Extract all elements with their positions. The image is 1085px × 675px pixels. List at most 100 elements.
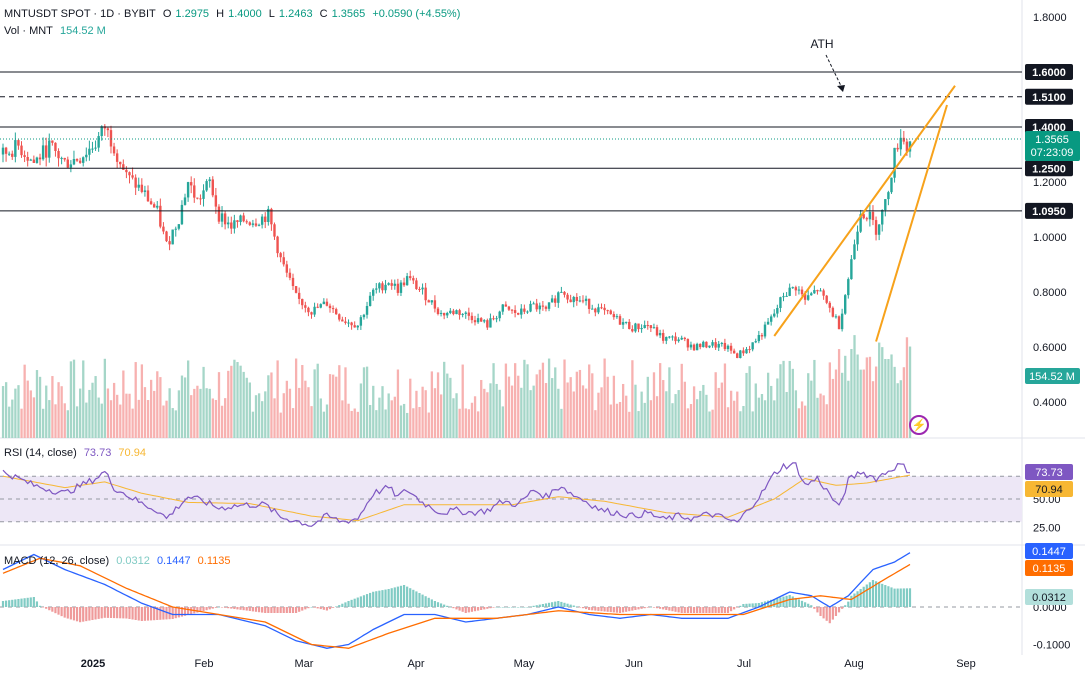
candle-body — [535, 303, 538, 310]
volume-bar — [239, 365, 242, 438]
macd-histogram-bar — [893, 588, 896, 607]
candle-body — [498, 311, 501, 319]
volume-bar — [313, 369, 316, 438]
macd-histogram-bar — [217, 607, 221, 608]
candle-body — [97, 136, 100, 148]
candle-body — [711, 342, 714, 346]
volume-bar — [162, 405, 165, 438]
macd-histogram-bar — [26, 597, 29, 607]
candle-body — [618, 316, 622, 325]
candle-body — [634, 323, 637, 332]
macd-histogram-bar — [887, 586, 890, 607]
candle-body — [692, 344, 696, 351]
macd-histogram-bar — [153, 607, 156, 621]
macd-hist-badge — [1025, 589, 1073, 605]
volume-bar — [606, 376, 609, 438]
candle-body — [893, 147, 896, 178]
volume-bar — [841, 372, 844, 438]
macd-histogram-bar — [483, 607, 486, 610]
candle-body — [217, 206, 221, 222]
macd-histogram-bar — [696, 607, 699, 613]
volume-bar — [603, 358, 606, 438]
macd-histogram-bar — [452, 607, 455, 609]
macd-histogram-bar — [584, 607, 588, 610]
volume-bar — [146, 400, 150, 438]
volume-bar — [557, 388, 560, 438]
macd-histogram-bar — [205, 607, 208, 611]
volume-bar — [899, 380, 902, 438]
candle-body — [78, 160, 82, 163]
volume-bar — [1, 386, 5, 438]
macd-histogram-bar — [409, 588, 412, 607]
open-value: 1.2975 — [175, 8, 210, 20]
candle-body — [513, 310, 517, 313]
volume-bar — [748, 366, 751, 438]
volume-bar — [640, 391, 643, 438]
macd-histogram-bar — [461, 607, 464, 612]
volume-bar — [807, 373, 810, 438]
macd-histogram-bar — [470, 607, 474, 612]
macd-histogram-bar — [526, 607, 529, 608]
candle-body — [23, 155, 26, 158]
macd-histogram-bar — [606, 607, 609, 612]
candle-body — [193, 185, 196, 198]
macd-histogram-bar — [347, 601, 350, 607]
volume-bar — [69, 361, 73, 438]
symbol-title[interactable]: MNTUSDT SPOT · 1D · BYBIT — [4, 8, 156, 20]
lightning-bolt-icon[interactable]: ⚡ — [909, 415, 929, 435]
volume-bar — [443, 361, 446, 438]
macd-histogram-bar — [495, 607, 498, 608]
volume-bar — [757, 397, 761, 438]
volume-bar — [677, 390, 680, 438]
candle-body — [439, 312, 443, 315]
candle-body — [467, 312, 471, 316]
macd-histogram-bar — [705, 607, 708, 613]
macd-histogram-bar — [264, 607, 267, 613]
candle-body — [254, 223, 258, 226]
macd-histogram-bar — [304, 607, 307, 610]
candle-body — [708, 345, 711, 348]
candle-body — [510, 309, 514, 311]
volume-bar — [48, 400, 51, 438]
volume-bar — [862, 369, 865, 438]
volume-bar — [149, 379, 153, 438]
macd-histogram-bar — [547, 602, 551, 607]
level-badge — [1025, 160, 1073, 177]
volume-bar — [199, 388, 202, 438]
candle-body — [251, 223, 255, 225]
macd-histogram-bar — [72, 607, 76, 621]
candle-body — [442, 312, 446, 316]
volume-bar — [242, 371, 245, 438]
macd-signal-line — [2, 557, 911, 649]
candle-body — [260, 216, 264, 225]
candle-body — [847, 279, 850, 296]
macd-histogram-bar — [523, 607, 526, 608]
candle-body — [242, 215, 245, 222]
candle-body — [785, 295, 788, 297]
volume-bar — [597, 392, 600, 438]
macd-label[interactable]: MACD (12, 26, close) — [4, 555, 110, 567]
candle-body — [390, 283, 393, 286]
macd-histogram-bar — [514, 607, 517, 608]
volume-bar — [689, 404, 693, 438]
macd-histogram-bar — [884, 585, 887, 607]
volume-bar — [328, 374, 332, 438]
volume-bar — [526, 364, 529, 438]
volume-label[interactable]: Vol · MNT — [4, 25, 53, 37]
macd-histogram-bar — [418, 593, 421, 607]
candle-body — [220, 213, 224, 222]
volume-bar — [119, 404, 122, 438]
macd-histogram-bar — [788, 595, 791, 607]
candle-body — [149, 201, 153, 205]
rsi-label[interactable]: RSI (14, close) — [4, 447, 77, 459]
macd-histogram-bar — [159, 607, 162, 620]
volume-bar — [594, 410, 597, 438]
volume-bar — [588, 364, 591, 438]
volume-bar — [384, 409, 387, 438]
candle-body — [273, 224, 276, 237]
macd-histogram-bar — [708, 607, 711, 613]
volume-bar — [230, 365, 233, 438]
volume-bar — [578, 369, 582, 438]
candle-body — [137, 184, 140, 188]
